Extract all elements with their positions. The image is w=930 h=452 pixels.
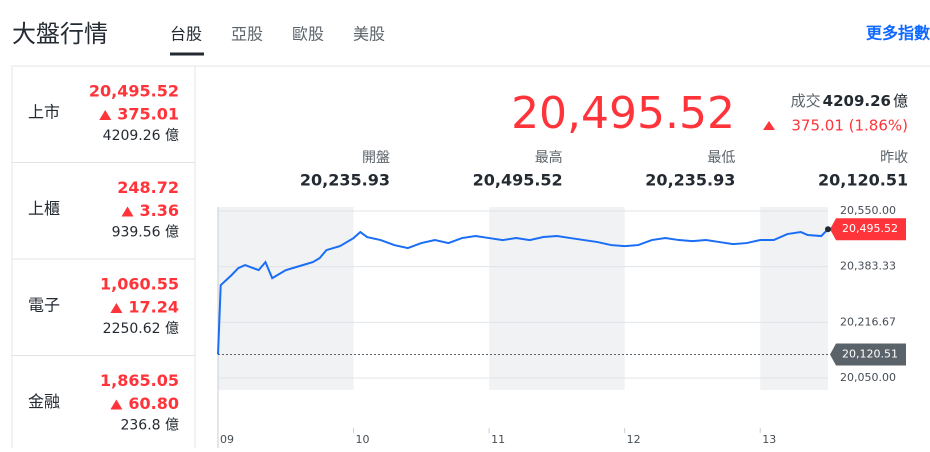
stat-label: 最高 xyxy=(535,149,563,166)
annotation-box xyxy=(830,218,906,241)
x-tick-label: 10 xyxy=(356,433,370,446)
change: 375.01 (1.86%) xyxy=(791,117,908,135)
volume-unit: 億 xyxy=(893,92,908,110)
index-price: 20,495.52 xyxy=(89,82,179,101)
index-price: 1,865.05 xyxy=(100,371,179,390)
index-name: 金融 xyxy=(28,392,60,411)
tab[interactable]: 美股 xyxy=(353,25,385,44)
index-change: 17.24 xyxy=(128,298,179,317)
stat-value: 20,235.93 xyxy=(300,171,390,190)
x-tick-label: 13 xyxy=(762,433,776,446)
volume-label: 成交 xyxy=(791,92,821,110)
x-tick-label: 09 xyxy=(220,433,234,446)
tab[interactable]: 亞股 xyxy=(231,25,263,44)
stat-value: 20,235.93 xyxy=(645,171,735,190)
up-arrow xyxy=(763,121,775,130)
index-change: 60.80 xyxy=(128,394,179,413)
index-price: 248.72 xyxy=(117,178,179,197)
stat-label: 昨收 xyxy=(880,150,908,166)
volume: 4209.26 xyxy=(823,92,891,110)
stat-value: 20,120.51 xyxy=(818,171,908,190)
annotation-label: 20,120.51 xyxy=(842,347,898,360)
index-name: 電子 xyxy=(28,296,60,315)
last-point xyxy=(825,226,831,233)
index-volume: 939.56 億 xyxy=(112,225,179,241)
volume-line: 成交 4209.26 億 xyxy=(791,92,908,110)
page-title: 大盤行情 xyxy=(12,20,108,48)
annotation-label: 20,495.52 xyxy=(842,222,898,235)
current-price: 20,495.52 xyxy=(511,88,735,139)
index-name: 上市 xyxy=(28,103,60,122)
sidebar-frame xyxy=(11,65,196,452)
y-tick-label: 20,383.33 xyxy=(840,260,896,273)
y-tick-label: 20,550.00 xyxy=(840,204,896,217)
stat-label: 開盤 xyxy=(362,150,390,166)
x-tick-label: 11 xyxy=(491,433,505,446)
stat-label: 最低 xyxy=(707,150,735,166)
index-name: 上櫃 xyxy=(28,199,60,218)
up-arrow xyxy=(110,399,123,410)
index-change: 375.01 xyxy=(117,105,179,124)
index-price: 1,060.55 xyxy=(100,275,179,294)
index-volume: 236.8 億 xyxy=(120,418,179,434)
up-arrow xyxy=(121,206,134,217)
stat-value: 20,495.52 xyxy=(473,171,563,190)
tab[interactable]: 歐股 xyxy=(292,25,324,44)
y-tick-label: 20,050.00 xyxy=(840,371,896,384)
tab[interactable]: 台股 xyxy=(170,25,202,44)
x-tick-label: 12 xyxy=(627,433,641,446)
price-line xyxy=(217,228,829,355)
session-band xyxy=(218,207,354,390)
session-band xyxy=(489,207,625,390)
session-band xyxy=(760,207,828,390)
annotation-box xyxy=(830,343,906,366)
up-arrow xyxy=(110,303,123,313)
more-link[interactable]: 更多指數 xyxy=(866,24,930,43)
y-tick-label: 20,216.67 xyxy=(840,315,896,328)
index-volume: 2250.62 億 xyxy=(103,321,179,337)
index-volume: 4209.26 億 xyxy=(103,128,179,144)
index-change: 3.36 xyxy=(140,201,179,220)
up-arrow xyxy=(99,110,112,120)
